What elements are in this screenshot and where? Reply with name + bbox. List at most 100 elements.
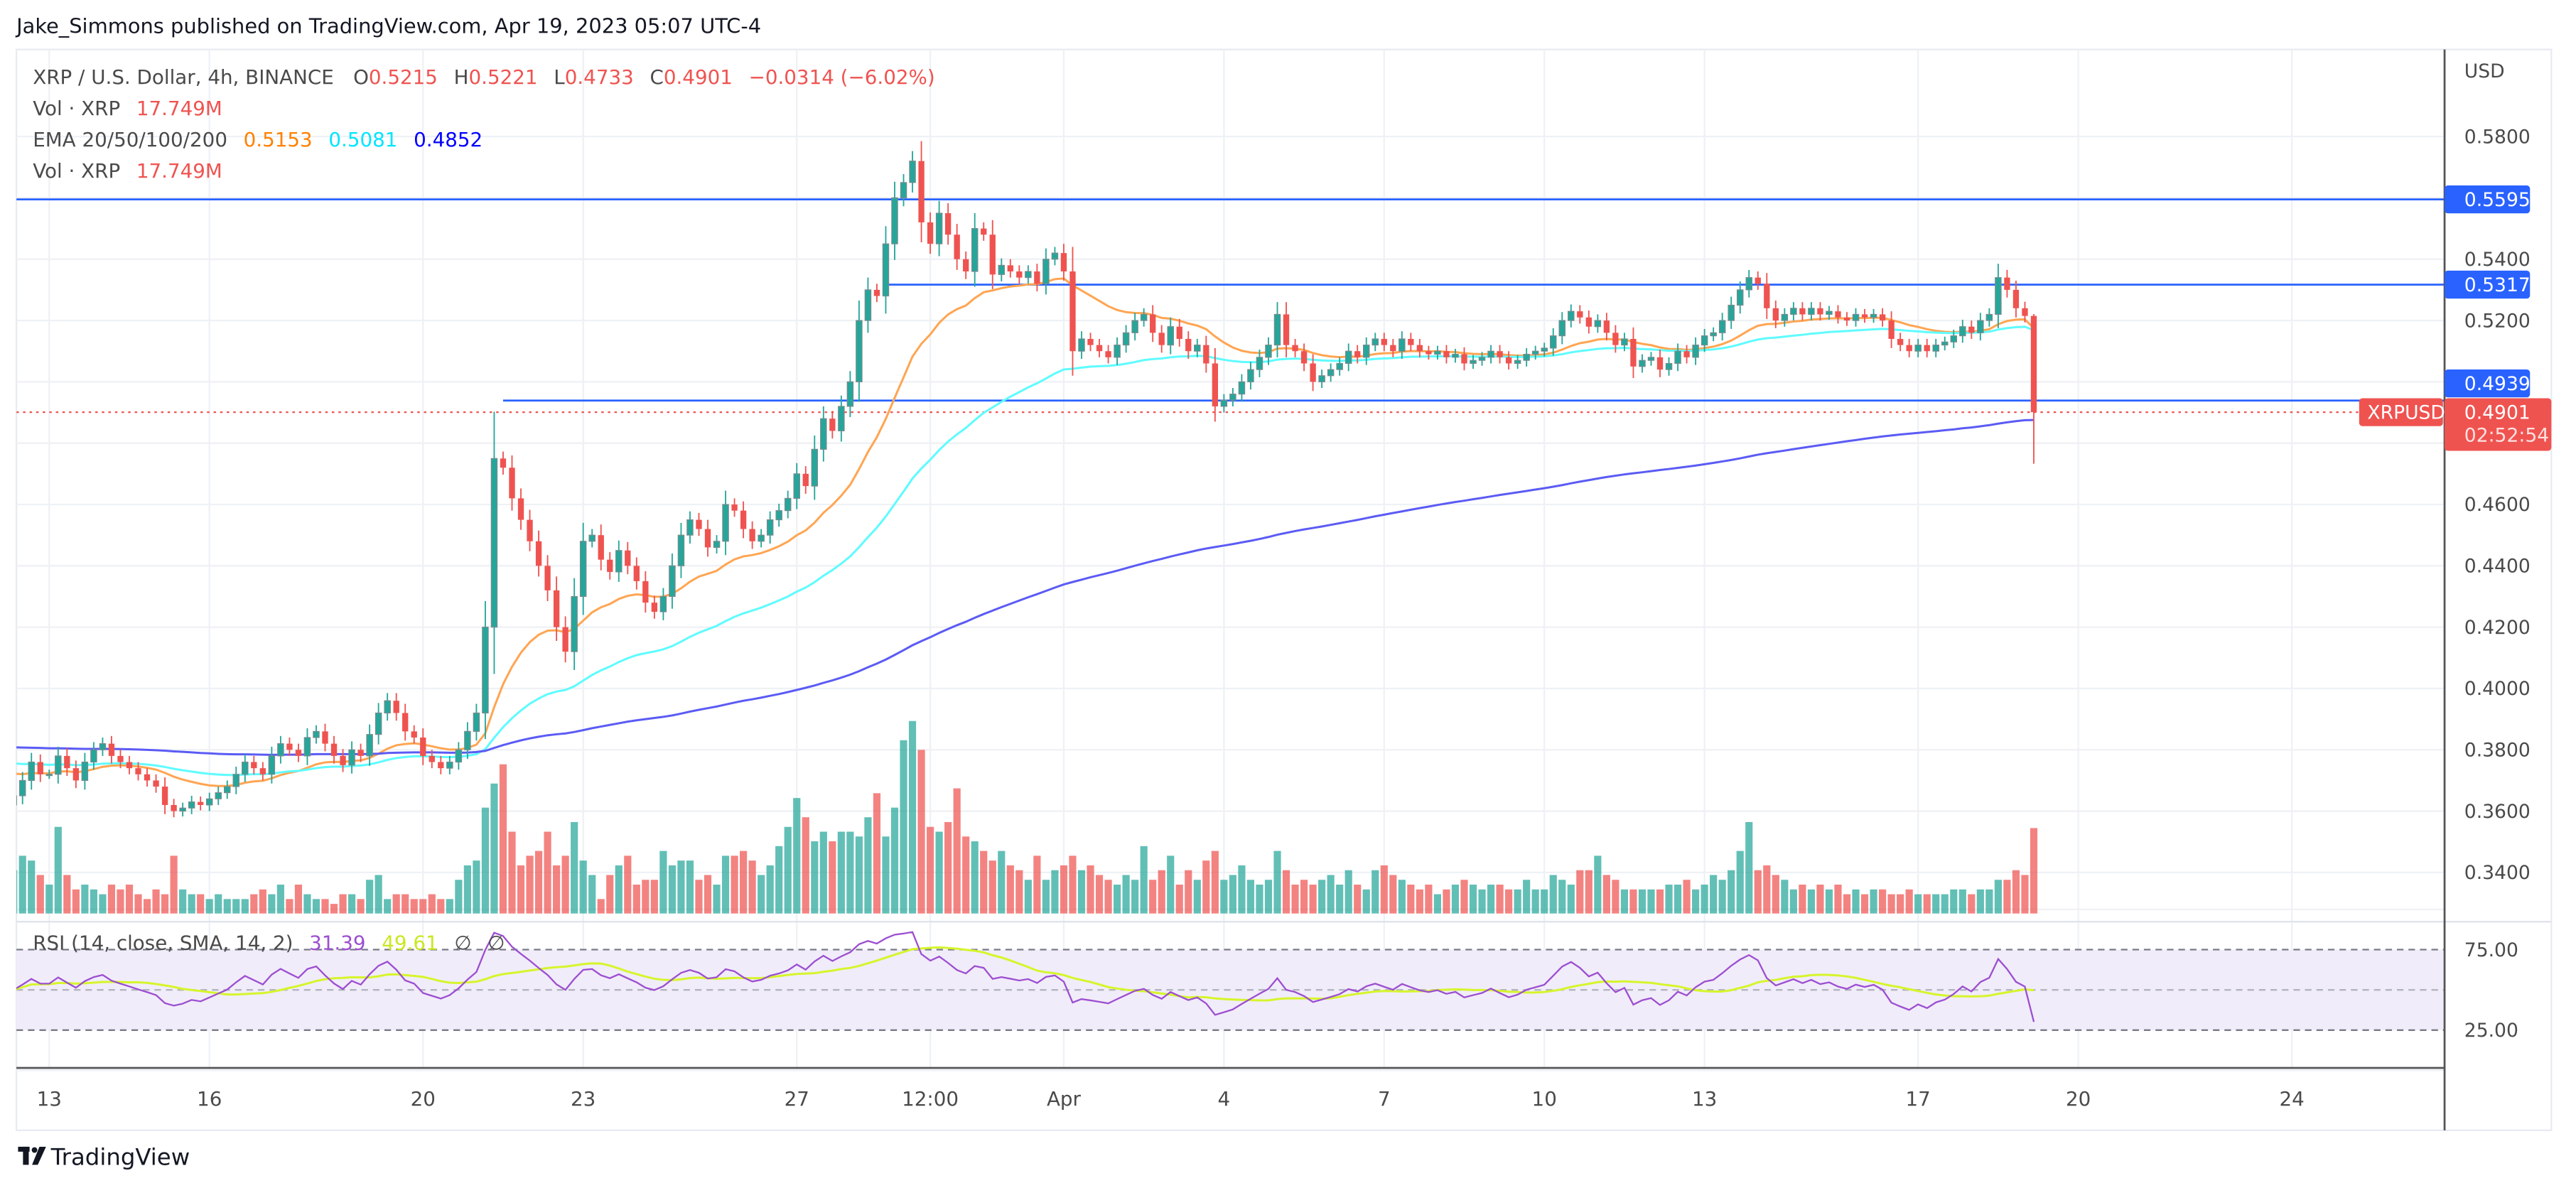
candle — [500, 451, 507, 475]
volume-bar — [935, 831, 943, 914]
rsi-legend-label[interactable]: RSI (14, close, SMA, 14, 2) — [33, 932, 293, 955]
candle — [1487, 345, 1494, 364]
volume-bar — [1523, 880, 1531, 914]
rsi-lines — [16, 931, 2035, 1022]
candle-body — [696, 519, 702, 529]
candle — [1959, 320, 1966, 343]
legend-ema-label[interactable]: EMA 20/50/100/200 — [33, 128, 227, 151]
candle — [464, 722, 471, 760]
candle-body — [295, 750, 302, 756]
volume-bar — [45, 885, 53, 914]
candle-body — [242, 761, 249, 775]
time-axis-ticks[interactable]: 13 16 20 23 27 12:00 Apr 4 7 10 13 17 20 24 — [37, 1087, 2305, 1111]
candle — [1470, 355, 1477, 369]
volume-bar — [107, 885, 116, 914]
candle — [900, 174, 907, 207]
candle-body — [1150, 314, 1156, 333]
candle-body — [1505, 357, 1512, 364]
volume-bar — [437, 899, 445, 914]
candle-body — [1941, 341, 1949, 346]
volume-bar — [1380, 865, 1388, 914]
candle — [374, 703, 382, 745]
candle-body — [144, 774, 151, 781]
legend-volume-label[interactable]: Vol · XRP — [33, 97, 120, 120]
volume-bar — [2003, 880, 2011, 914]
volume-bar — [1478, 889, 1486, 914]
candle — [1416, 338, 1423, 357]
candle-body — [64, 755, 70, 769]
candle — [1728, 296, 1735, 329]
candle — [1140, 308, 1148, 327]
volume-bar — [215, 894, 222, 914]
tradingview-logo[interactable]: TradingView — [18, 1143, 190, 1170]
candle — [188, 795, 195, 814]
volume-bar — [134, 894, 142, 914]
candle — [1630, 327, 1637, 378]
volume-bar — [517, 865, 525, 914]
volume-bar — [366, 880, 374, 914]
candle — [117, 750, 124, 769]
legend-symbol[interactable]: XRP / U.S. Dollar, 4h, BINANCE — [33, 65, 334, 89]
volume-bar — [1807, 889, 1815, 914]
volume-bar — [241, 899, 249, 914]
candle — [1150, 305, 1156, 342]
candle — [553, 576, 560, 642]
candle-body — [1176, 326, 1182, 339]
volume-bar — [1460, 880, 1468, 914]
volume-bar — [1398, 880, 1406, 914]
time-tick-label: 7 — [1378, 1087, 1391, 1111]
candle — [1256, 350, 1263, 377]
candle-body — [429, 755, 435, 762]
candle-body — [1950, 335, 1958, 342]
volume-bar — [330, 904, 338, 914]
candle — [1478, 352, 1486, 366]
candle — [1861, 308, 1868, 323]
candle — [713, 535, 721, 554]
candle-body — [1683, 351, 1690, 357]
candle-body — [1016, 271, 1023, 278]
volume-bar — [81, 885, 89, 914]
horizontal-levels[interactable] — [16, 198, 2445, 414]
candle — [615, 540, 623, 582]
candle-body — [758, 534, 765, 542]
candle-body — [1122, 332, 1130, 346]
candle — [820, 406, 827, 462]
candle-body — [438, 762, 444, 769]
volume-bar — [36, 875, 44, 914]
time-tick-label: 20 — [411, 1087, 436, 1111]
price-axis-ticks[interactable]: 0.5800 0.5400 0.5200 0.4600 0.4400 0.4200 0.40… — [2464, 126, 2531, 884]
candle-body — [722, 504, 729, 542]
candle-body — [1185, 338, 1192, 352]
candle-body — [490, 458, 498, 628]
candle — [1914, 338, 1922, 357]
candle — [357, 743, 364, 762]
candle-body — [1826, 310, 1833, 315]
candle-body — [1034, 271, 1040, 284]
volume-bar — [650, 880, 658, 914]
candle — [1362, 337, 1370, 365]
candle — [1194, 338, 1201, 357]
candle-body — [1531, 350, 1539, 355]
candle — [1096, 338, 1103, 357]
candle — [954, 224, 960, 270]
candle — [1843, 312, 1850, 326]
volume-bar — [1282, 870, 1290, 914]
volume-bar — [1006, 865, 1014, 914]
candle — [286, 737, 293, 756]
rsi-tick-label: 75.00 — [2464, 939, 2518, 961]
legend-ema100-value: 0.4852 — [414, 128, 483, 151]
rsi-sma-line — [16, 946, 2035, 1002]
candle-body — [1799, 308, 1806, 315]
volume-bar — [1887, 894, 1895, 914]
volume-bar — [1131, 880, 1139, 914]
legend-volume2-label[interactable]: Vol · XRP — [33, 159, 120, 183]
volume-bar — [1362, 889, 1370, 914]
candle-body — [1656, 357, 1664, 370]
candle — [864, 277, 872, 333]
volume-bar — [1914, 894, 1922, 914]
volume-bar — [1336, 885, 1344, 914]
svg-text:EMA 20/50/100/200 0.5153: EMA 20/50/100/200 0.5153 0.5081 0.4852 — [33, 128, 483, 151]
volume-bar — [286, 899, 293, 914]
candle — [1755, 271, 1761, 290]
